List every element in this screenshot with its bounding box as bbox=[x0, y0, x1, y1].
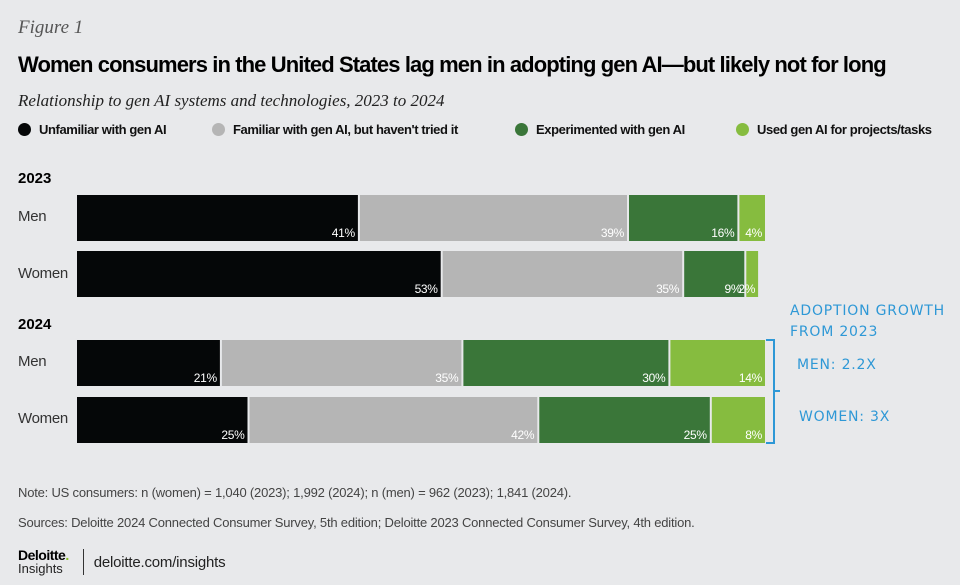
footer: Deloitte. Insights deloitte.com/insights bbox=[18, 547, 226, 576]
bar-segment-2023-men-used bbox=[739, 195, 765, 241]
data-label-2024-women-used: 8% bbox=[745, 428, 762, 442]
data-label-2023-women-unfamiliar: 53% bbox=[415, 282, 439, 296]
row-label-2023-men: Men bbox=[18, 208, 47, 225]
legend-label: Unfamiliar with gen AI bbox=[39, 122, 167, 137]
data-label-2024-women-experimented: 25% bbox=[684, 428, 708, 442]
bar-segment-2024-women-familiar bbox=[249, 397, 538, 443]
bar-segment-2023-men-experimented bbox=[629, 195, 738, 241]
bar-segment-2023-women-used bbox=[746, 251, 759, 297]
legend-item-unfamiliar: Unfamiliar with gen AI bbox=[18, 122, 167, 137]
data-label-2023-men-unfamiliar: 41% bbox=[332, 226, 356, 240]
chart-title: Women consumers in the United States lag… bbox=[18, 52, 887, 77]
bar-segment-2024-men-unfamiliar bbox=[77, 340, 220, 386]
logo-dot: . bbox=[65, 547, 69, 563]
data-label-2023-women-familiar: 35% bbox=[656, 282, 680, 296]
row-label-2024-men: Men bbox=[18, 353, 47, 370]
data-label-2024-men-unfamiliar: 21% bbox=[194, 371, 218, 385]
bars-layer: 41% 39% 16% 4% 53% 35% 9%2% 21% 35% 30% 14% 25% 42% 2… bbox=[77, 195, 765, 443]
bar-segment-2023-women-experimented bbox=[684, 251, 745, 297]
data-label-2023-women-experimented: 9% bbox=[725, 282, 742, 296]
bar-segment-2023-men-unfamiliar bbox=[77, 195, 358, 241]
bar-segment-2024-men-experimented bbox=[463, 340, 669, 386]
legend-swatch-used bbox=[736, 123, 749, 136]
deloitte-insights-logo: Deloitte. Insights bbox=[18, 547, 69, 576]
bar-segment-2023-men-familiar bbox=[359, 195, 627, 241]
bar-segment-2024-men-used bbox=[670, 340, 765, 386]
bar-segment-2024-men-familiar bbox=[221, 340, 462, 386]
data-label-2023-women-used: 2% bbox=[738, 282, 755, 296]
legend-swatch-familiar bbox=[212, 123, 225, 136]
figure-label: Figure 1 bbox=[18, 17, 84, 38]
footer-link[interactable]: deloitte.com/insights bbox=[93, 553, 226, 571]
legend-label: Familiar with gen AI, but haven't tried … bbox=[233, 122, 458, 137]
year-label-2023: 2023 bbox=[18, 170, 52, 187]
legend: Unfamiliar with gen AI Familiar with gen… bbox=[18, 122, 948, 142]
footer-divider bbox=[82, 549, 84, 575]
legend-swatch-experimented bbox=[515, 123, 528, 136]
logo-main-text: Deloitte bbox=[18, 547, 66, 563]
legend-item-experimented: Experimented with gen AI bbox=[515, 122, 685, 137]
bar-segment-2024-women-experimented bbox=[539, 397, 710, 443]
annotation-heading-line1: ADOPTION GROWTH bbox=[790, 303, 945, 319]
legend-item-familiar: Familiar with gen AI, but haven't tried … bbox=[212, 122, 458, 137]
sources-text: Sources: Deloitte 2024 Connected Consume… bbox=[18, 515, 695, 530]
data-label-2024-men-used: 14% bbox=[739, 371, 763, 385]
data-label-2024-men-experimented: 30% bbox=[642, 371, 666, 385]
note-text: Note: US consumers: n (women) = 1,040 (2… bbox=[18, 485, 572, 500]
logo-sub-text: Insights bbox=[18, 561, 63, 576]
annotation-heading-line2: FROM 2023 bbox=[790, 324, 879, 340]
year-label-2024: 2024 bbox=[18, 316, 52, 333]
data-label-2023-men-experimented: 16% bbox=[711, 226, 735, 240]
legend-label: Experimented with gen AI bbox=[536, 122, 685, 137]
bar-segment-2024-women-used bbox=[711, 397, 765, 443]
annotation-men-growth: MEN: 2.2X bbox=[797, 357, 877, 373]
data-label-2024-women-familiar: 42% bbox=[511, 428, 535, 442]
data-label-2024-women-unfamiliar: 25% bbox=[221, 428, 245, 442]
chart-subtitle: Relationship to gen AI systems and techn… bbox=[18, 91, 445, 110]
data-label-2023-men-used: 4% bbox=[745, 226, 762, 240]
annotation-bracket bbox=[766, 339, 780, 444]
bar-segment-2024-women-unfamiliar bbox=[77, 397, 248, 443]
row-label-2023-women: Women bbox=[18, 265, 68, 282]
annotation-women-growth: WOMEN: 3X bbox=[799, 409, 891, 425]
data-label-2023-men-familiar: 39% bbox=[601, 226, 625, 240]
bar-segment-2023-women-familiar bbox=[442, 251, 683, 297]
data-label-2024-men-familiar: 35% bbox=[435, 371, 459, 385]
bar-segment-2023-women-unfamiliar bbox=[77, 251, 441, 297]
row-label-2024-women: Women bbox=[18, 410, 68, 427]
legend-swatch-unfamiliar bbox=[18, 123, 31, 136]
legend-label: Used gen AI for projects/tasks bbox=[757, 122, 932, 137]
legend-item-used: Used gen AI for projects/tasks bbox=[736, 122, 932, 137]
